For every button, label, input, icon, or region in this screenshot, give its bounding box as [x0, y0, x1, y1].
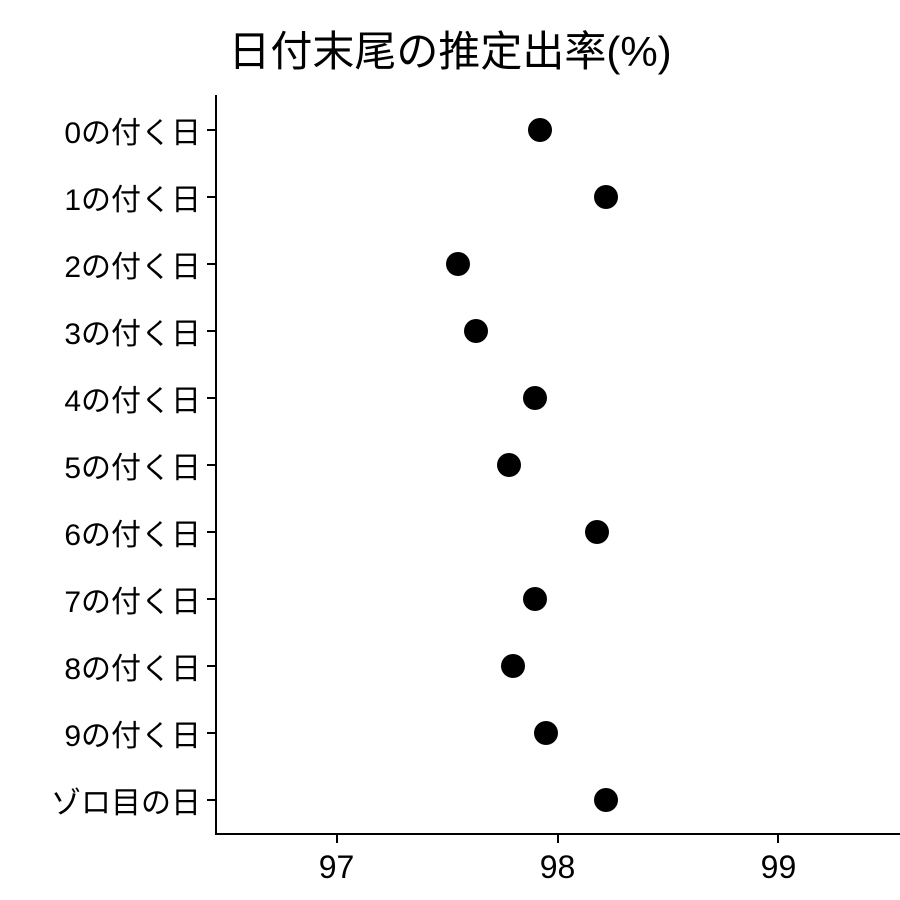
- y-tick-label: 2の付く日: [64, 242, 215, 286]
- y-tick-label: 7の付く日: [64, 577, 215, 621]
- data-point: [528, 118, 552, 142]
- chart-container: 日付末尾の推定出率(%) 9798990の付く日1の付く日2の付く日3の付く日4…: [0, 0, 900, 900]
- x-tick-label: 99: [761, 835, 797, 886]
- plot-area: 9798990の付く日1の付く日2の付く日3の付く日4の付く日5の付く日6の付く…: [215, 95, 900, 835]
- data-point: [594, 185, 618, 209]
- y-tick-label: 1の付く日: [64, 175, 215, 219]
- data-point: [594, 788, 618, 812]
- data-point: [446, 252, 470, 276]
- y-tick-label: 5の付く日: [64, 443, 215, 487]
- y-tick-label: 3の付く日: [64, 309, 215, 353]
- x-tick-label: 97: [319, 835, 355, 886]
- data-point: [523, 587, 547, 611]
- x-tick-label: 98: [540, 835, 576, 886]
- y-tick-label: 6の付く日: [64, 510, 215, 554]
- y-tick-label: 9の付く日: [64, 711, 215, 755]
- y-tick-label: 4の付く日: [64, 376, 215, 420]
- data-point: [523, 386, 547, 410]
- data-point: [585, 520, 609, 544]
- data-point: [534, 721, 558, 745]
- y-axis-line: [215, 95, 217, 835]
- y-tick-label: 8の付く日: [64, 644, 215, 688]
- data-point: [497, 453, 521, 477]
- data-point: [464, 319, 488, 343]
- chart-title: 日付末尾の推定出率(%): [0, 18, 900, 79]
- y-tick-label: 0の付く日: [64, 108, 215, 152]
- y-tick-label: ゾロ目の日: [51, 778, 215, 822]
- data-point: [501, 654, 525, 678]
